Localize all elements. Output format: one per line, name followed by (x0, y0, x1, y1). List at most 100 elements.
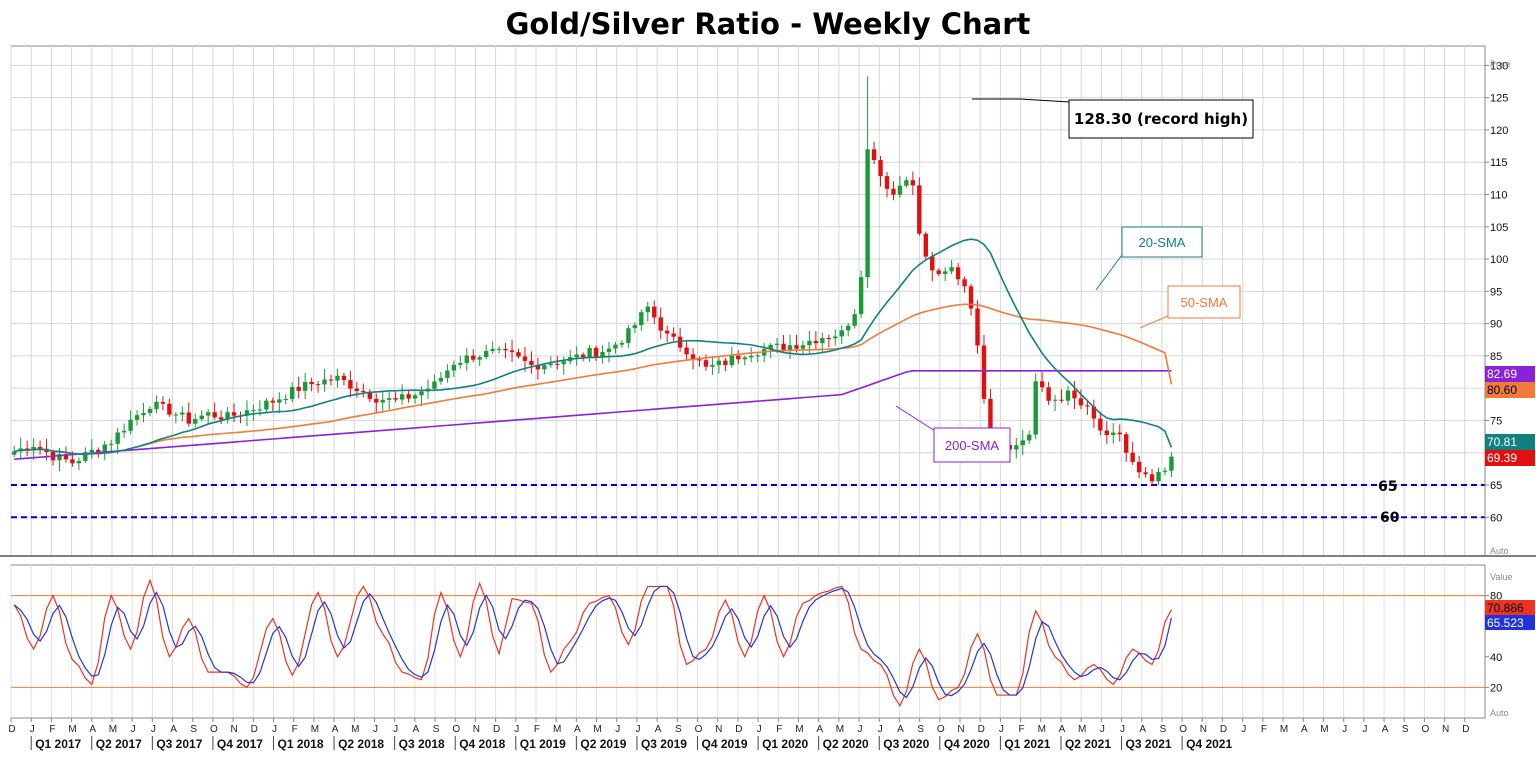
candle-body (205, 412, 211, 416)
candle-body (716, 360, 722, 365)
candle-body (180, 412, 185, 415)
month-tick-label: J (999, 724, 1004, 735)
candle-body (432, 381, 437, 389)
quarter-label: Q1 2019 (520, 737, 566, 751)
candle-body (134, 415, 140, 420)
candle-body (1020, 440, 1025, 446)
candle-body (1149, 474, 1155, 482)
record-high-label: 128.30 (record high) (1074, 110, 1248, 128)
candle-body (115, 432, 120, 444)
candle-body (374, 398, 379, 403)
candle-body (199, 415, 204, 420)
candle-body (322, 379, 327, 385)
sma200-last-value: 82.69 (1487, 367, 1517, 381)
month-tick-label: D (978, 724, 985, 735)
candle-body (406, 394, 411, 399)
candle-body (542, 365, 547, 370)
month-tick-label: J (272, 724, 277, 735)
month-tick-label: M (311, 724, 319, 735)
candle-body (664, 330, 670, 334)
price-tick-label: 65 (1490, 480, 1502, 492)
month-tick-label: J (1120, 724, 1125, 735)
month-tick-label: J (1362, 724, 1367, 735)
month-tick-label: S (433, 724, 440, 735)
candle-body (794, 345, 799, 349)
price-tick-label: 85 (1490, 351, 1502, 363)
chart-title: Gold/Silver Ratio - Weekly Chart (506, 7, 1031, 41)
stoch-d-last-value: 65.523 (1487, 616, 1524, 630)
price-panel: 6065707580859095100105110115120125130 12… (10, 45, 1535, 557)
candle-body (619, 342, 625, 345)
candle-body (70, 459, 75, 464)
candle-body (302, 382, 308, 391)
quarter-label: Q1 2017 (35, 737, 81, 751)
candle-body (128, 419, 133, 431)
quarter-label: Q4 2017 (217, 737, 263, 751)
candle-body (632, 325, 638, 329)
candle-body (936, 270, 941, 274)
candle-body (962, 279, 967, 287)
quarter-label: Q2 2020 (823, 737, 869, 751)
level-65-label: 65 (1378, 479, 1397, 495)
candle-body (723, 360, 728, 366)
candle-body (639, 312, 644, 326)
month-tick-label: M (68, 724, 76, 735)
candle-body (800, 345, 806, 349)
candle-body (1117, 432, 1122, 435)
candle-body (839, 330, 844, 337)
sma-labels: 20-SMA 50-SMA 200-SMA (895, 226, 1241, 463)
candle-body (516, 352, 521, 357)
candle-body (910, 180, 916, 186)
candle-body (865, 149, 870, 278)
candle-body (871, 149, 877, 161)
candle-body (846, 325, 851, 331)
last-value-badges: 82.69 80.60 70.81 69.39 (1485, 366, 1535, 466)
candle-body (645, 306, 650, 313)
candle-body (147, 408, 153, 414)
quarter-label: Q2 2018 (338, 737, 384, 751)
candle-body (697, 359, 702, 361)
month-tick-label: J (373, 724, 378, 735)
price-tick-label: 75 (1490, 415, 1502, 427)
candle-body (477, 357, 482, 360)
moving-averages (14, 238, 1173, 460)
level-60-label: 60 (1380, 510, 1400, 526)
quarter-label: Q1 2021 (1004, 737, 1050, 751)
candle-body (1072, 390, 1077, 399)
candle-body (1046, 387, 1051, 401)
candle-body (833, 336, 838, 339)
price-tick-label: 125 (1490, 93, 1508, 105)
candle-body (315, 384, 321, 386)
price-tick-label: 60 (1490, 512, 1502, 524)
stoch-d-line (13, 585, 1173, 699)
candle-body (458, 362, 463, 365)
candle-body (1136, 461, 1142, 473)
month-tick-label: M (553, 724, 561, 735)
candle-body (652, 306, 657, 318)
month-tick-label: A (1139, 724, 1146, 735)
month-tick-label: A (1301, 724, 1308, 735)
candle-body (270, 400, 276, 403)
candle-body (968, 286, 974, 309)
candle-body (1104, 430, 1110, 435)
stoch-k-last-value: 70.886 (1487, 601, 1524, 615)
quarter-label: Q2 2021 (1065, 737, 1111, 751)
candle-body (102, 444, 107, 453)
candle-body (1014, 445, 1019, 450)
quarter-label: Q1 2020 (762, 737, 808, 751)
close-last-value: 69.39 (1487, 451, 1517, 465)
candle-body (1130, 452, 1135, 462)
month-tick-label: N (1442, 724, 1449, 735)
month-tick-label: S (675, 724, 682, 735)
candle-body (348, 380, 353, 389)
candle-body (807, 340, 812, 346)
candle-body (290, 386, 295, 399)
month-tick-label: J (635, 724, 640, 735)
candle-body (988, 398, 993, 445)
month-tick-label: D (1220, 724, 1227, 735)
value-tick-label: 20 (1490, 682, 1502, 694)
month-tick-label: N (957, 724, 964, 735)
month-tick-label: O (210, 724, 218, 735)
candle-body (1033, 381, 1038, 435)
